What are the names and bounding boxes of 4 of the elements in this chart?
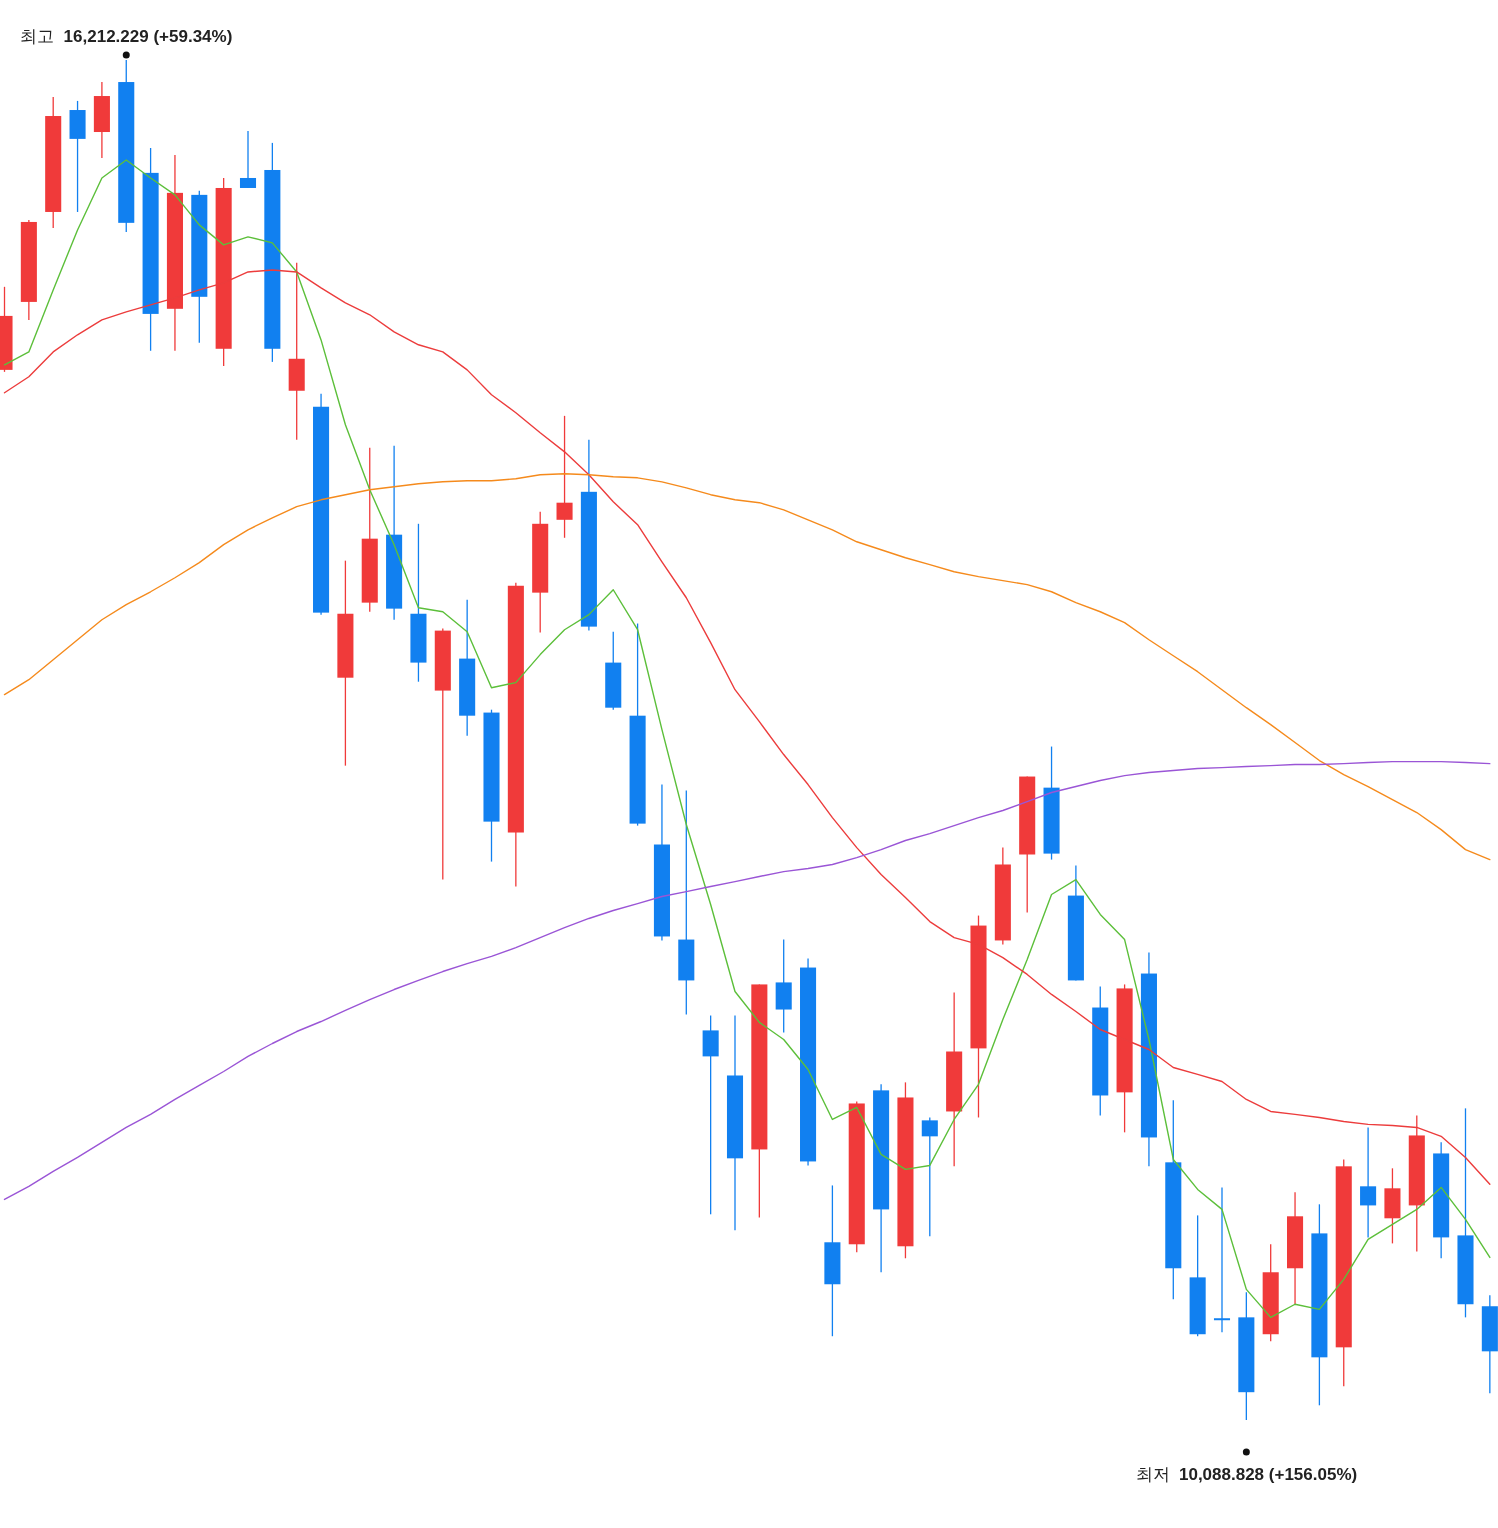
- annotation: 최저 10,088.828 (+156.05%): [1135, 1448, 1358, 1484]
- annotation: 최저 10,088.828 (+156.05%): [1135, 1465, 1358, 1484]
- annotation: 최고 16,212.229 (+59.34%): [20, 27, 233, 46]
- annotation: 최고 16,212.229 (+59.34%): [20, 27, 233, 59]
